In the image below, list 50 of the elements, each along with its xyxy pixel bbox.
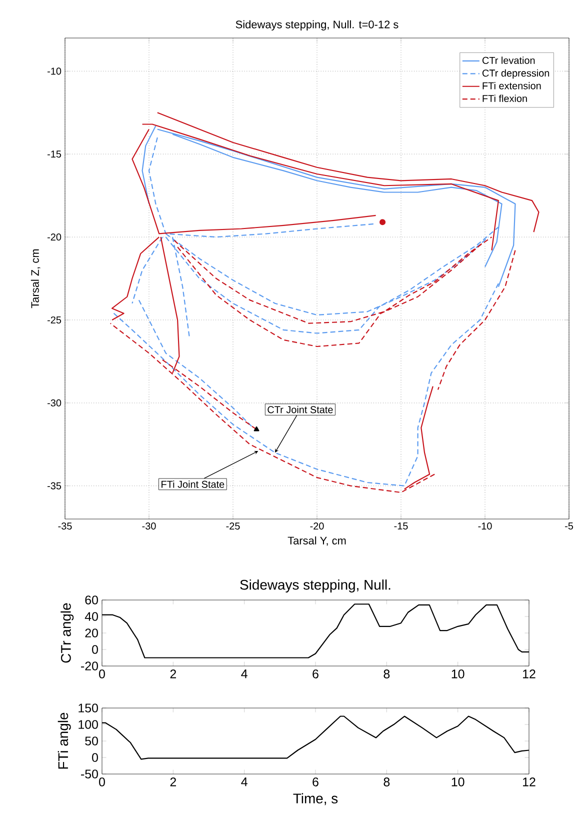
x-tick-label: 10 [452, 670, 464, 678]
legend-label: CTr levation [482, 56, 535, 64]
x-tick-label: -35 [58, 522, 72, 530]
y-tick-label: 20 [85, 628, 98, 638]
x-tick-label: 2 [170, 670, 176, 678]
y-tick-label: -35 [48, 482, 62, 490]
x-tick-label: 10 [452, 778, 464, 786]
y-tick-label: -25 [48, 316, 62, 324]
x-tick-label: -20 [310, 522, 324, 530]
x-tick-label: -25 [226, 522, 240, 530]
x-tick-label: -5 [565, 522, 574, 530]
y-tick-label: -20 [48, 234, 62, 241]
legend-label: FTi flexion [482, 94, 527, 102]
x-tick-label: 4 [241, 670, 248, 678]
y-tick-label: 0 [92, 645, 98, 654]
x-tick-label: 12 [523, 778, 536, 786]
y-tick-label: -30 [48, 399, 62, 406]
x-tick-label: -30 [142, 522, 156, 530]
x-tick-label: -15 [394, 522, 408, 530]
y-tick-label: -10 [48, 68, 62, 75]
legend-label: FTi extension [482, 82, 541, 90]
x-axis-title: Tarsal Y, cm [288, 536, 346, 546]
x-tick-label: 6 [312, 778, 318, 786]
x-tick-label: 4 [241, 778, 248, 786]
x-tick-label: 0 [99, 670, 105, 678]
y-tick-label: 150 [78, 704, 98, 712]
y-tick-label: 40 [84, 612, 98, 621]
y-tick-label: 0 [92, 753, 98, 762]
chart-title: Sideways stepping, Null. [240, 580, 390, 592]
y-tick-label: 100 [78, 720, 98, 729]
legend-label: CTr depression [482, 69, 550, 79]
annotation: FTi Joint State [162, 480, 224, 488]
x-tick-label: 6 [312, 670, 318, 678]
x-tick-label: 0 [99, 778, 105, 786]
y-tick-label: -15 [48, 150, 62, 158]
y-axis-title: FTi angle [58, 712, 71, 769]
y-axis-title: CTr angle [60, 603, 74, 663]
y-tick-label: 60 [85, 596, 98, 604]
annotation: CTr Joint State [268, 406, 333, 414]
y-tick-label: -20 [81, 662, 98, 670]
x-axis-title: Time, s [293, 793, 338, 806]
y-tick-label: 50 [85, 736, 98, 746]
x-tick-label: 8 [384, 670, 390, 678]
x-tick-label: 12 [523, 670, 536, 678]
y-tick-label: -50 [81, 770, 98, 778]
x-tick-label: -10 [478, 522, 492, 530]
x-tick-label: 2 [170, 778, 176, 786]
x-tick-label: 8 [384, 778, 390, 786]
y-axis-title: Tarsal Z, cm [30, 249, 40, 308]
chart-title: Sideways stepping, Null. t=0-12 s [236, 20, 398, 30]
